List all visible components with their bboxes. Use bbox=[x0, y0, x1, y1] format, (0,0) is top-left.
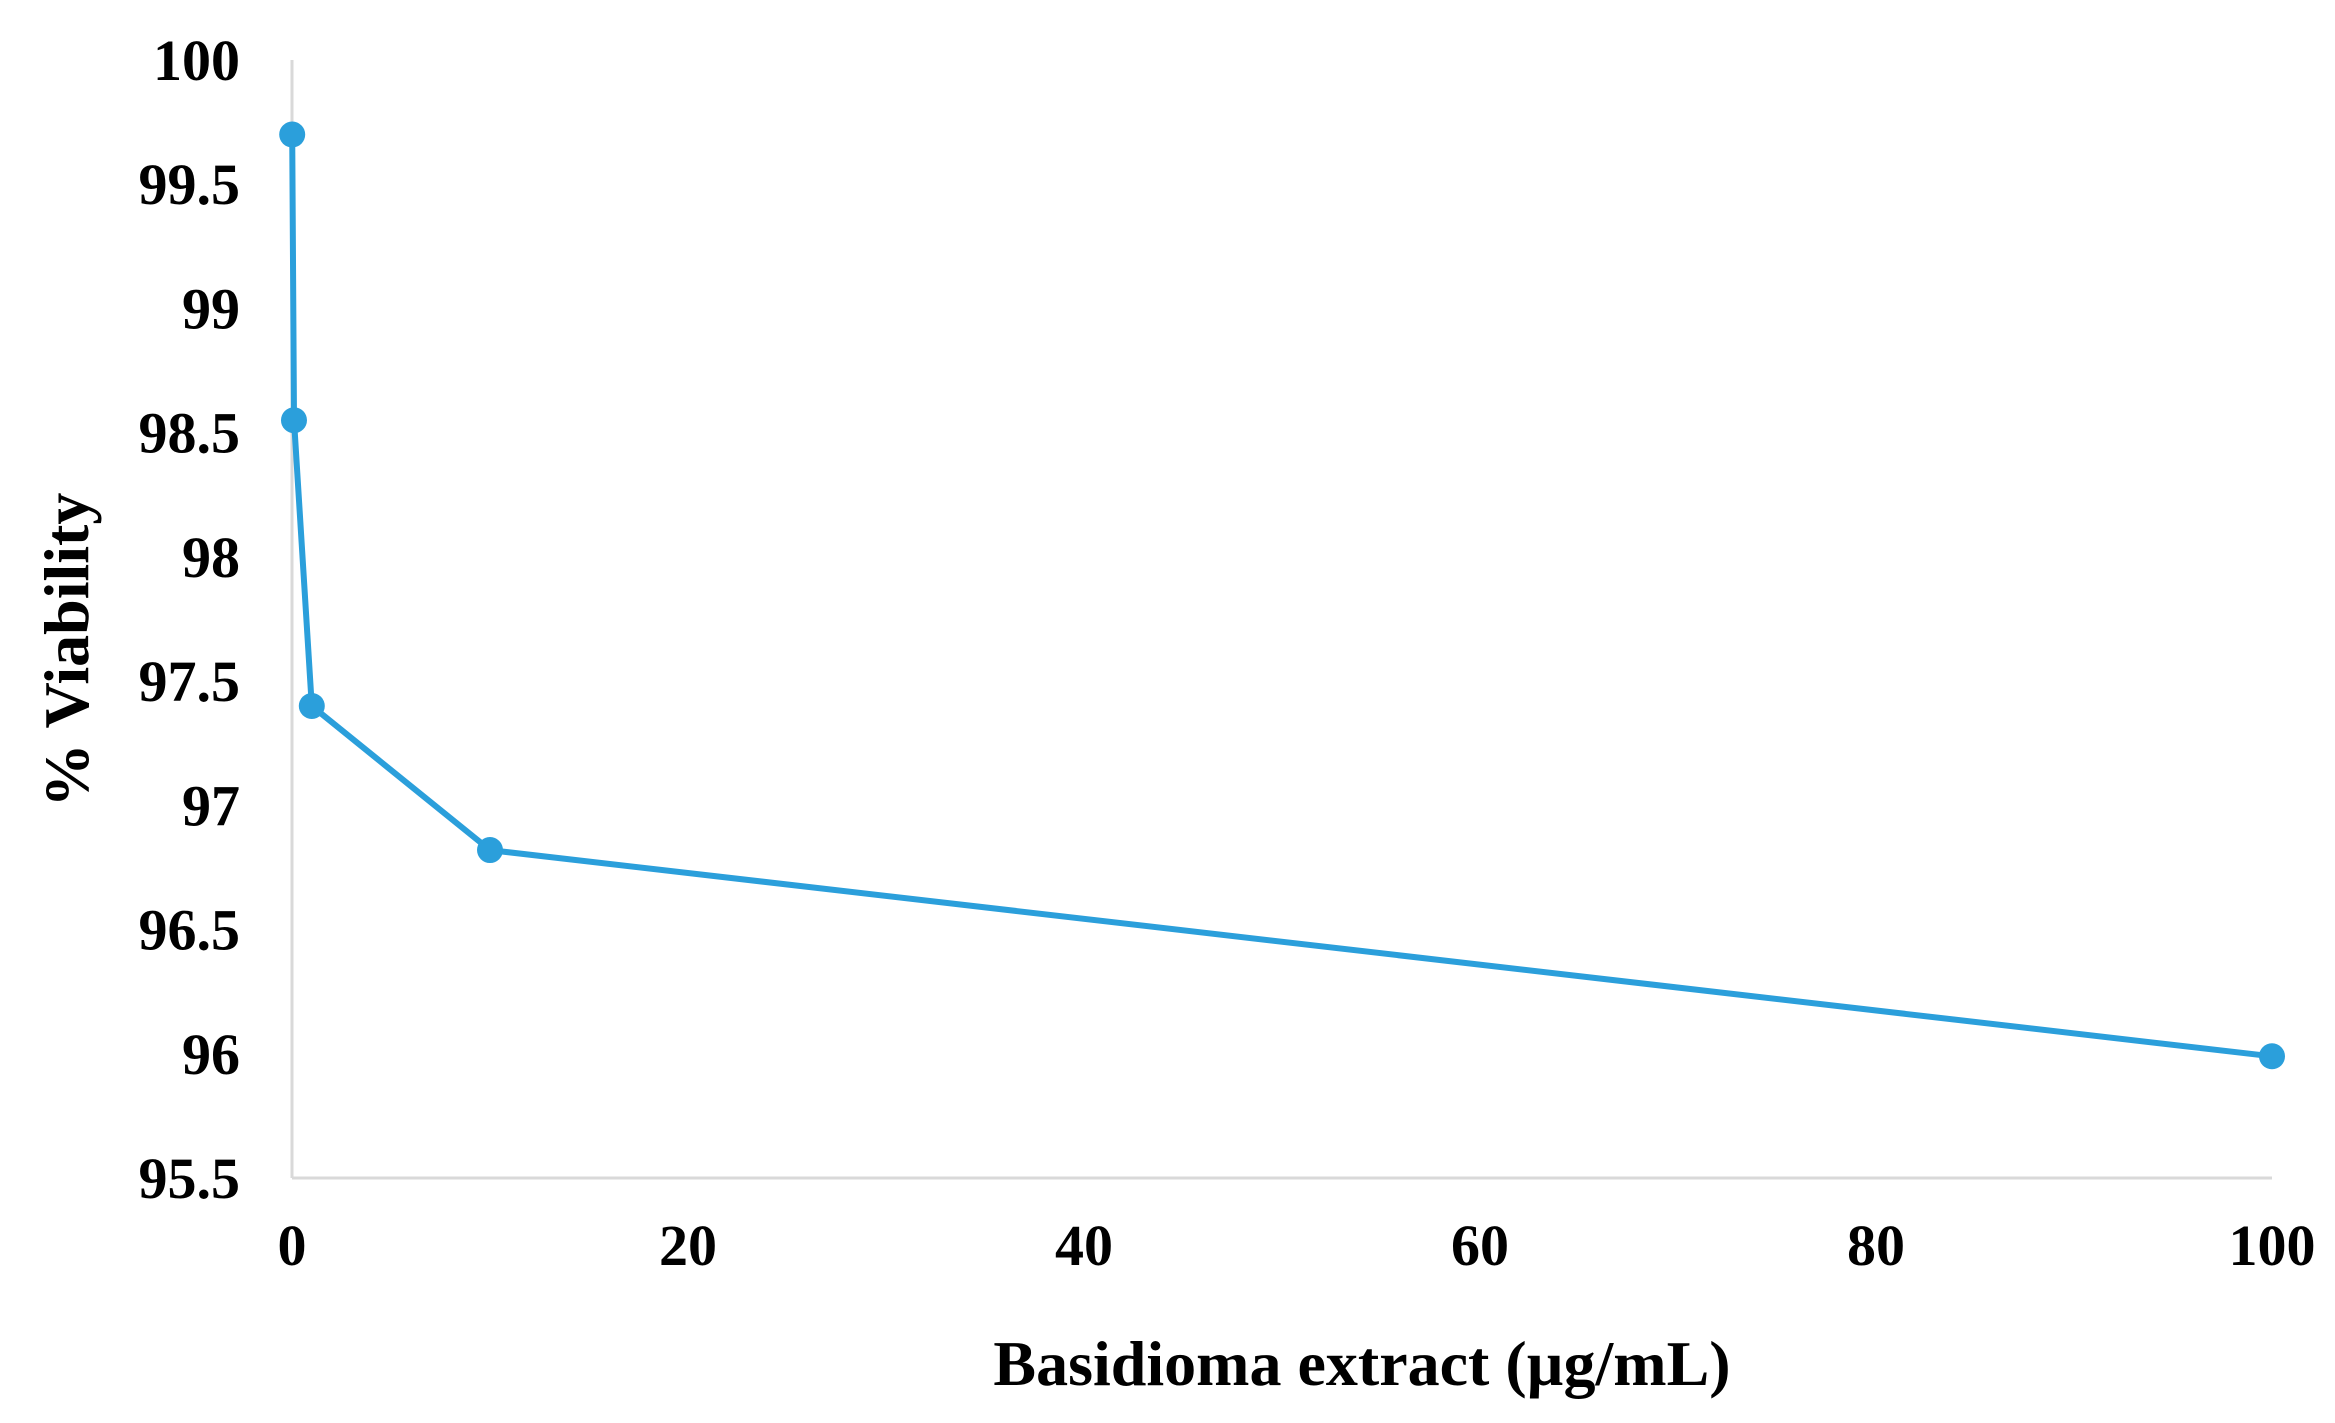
axes bbox=[290, 60, 2272, 1180]
x-tick-label: 40 bbox=[1055, 1213, 1113, 1278]
data-point bbox=[477, 837, 503, 864]
y-tick-label: 98.5 bbox=[139, 401, 241, 466]
x-axis-title: Basidioma extract (µg/mL) bbox=[993, 1328, 1730, 1399]
y-tick-label: 97.5 bbox=[139, 649, 241, 714]
y-axis-title: % Viability bbox=[31, 493, 102, 808]
x-tick-label: 100 bbox=[2229, 1213, 2316, 1278]
series-layer bbox=[279, 121, 2285, 1070]
y-tick-label: 99 bbox=[182, 276, 240, 341]
y-tick-label: 98 bbox=[182, 525, 240, 590]
series-line bbox=[289, 134, 2273, 1060]
y-tick-label: 96.5 bbox=[139, 898, 241, 963]
y-tick-label: 95.5 bbox=[139, 1146, 241, 1211]
data-point bbox=[279, 121, 306, 148]
x-tick-label: 0 bbox=[278, 1213, 307, 1278]
data-point bbox=[2259, 1043, 2285, 1070]
y-tick-label: 100 bbox=[153, 28, 240, 93]
x-tick-label: 80 bbox=[1847, 1213, 1905, 1278]
x-tick-labels: 0 20 40 60 80 100 bbox=[278, 1213, 2316, 1278]
y-tick-label: 99.5 bbox=[139, 152, 241, 217]
x-tick-label: 20 bbox=[659, 1213, 717, 1278]
data-point bbox=[298, 692, 325, 719]
data-point bbox=[280, 407, 307, 434]
y-tick-label: 96 bbox=[182, 1022, 240, 1087]
y-tick-labels: 95.5 96 96.5 97 97.5 98 98.5 99 99.5 100 bbox=[139, 28, 241, 1211]
x-tick-label: 60 bbox=[1451, 1213, 1509, 1278]
y-tick-label: 97 bbox=[182, 773, 240, 838]
